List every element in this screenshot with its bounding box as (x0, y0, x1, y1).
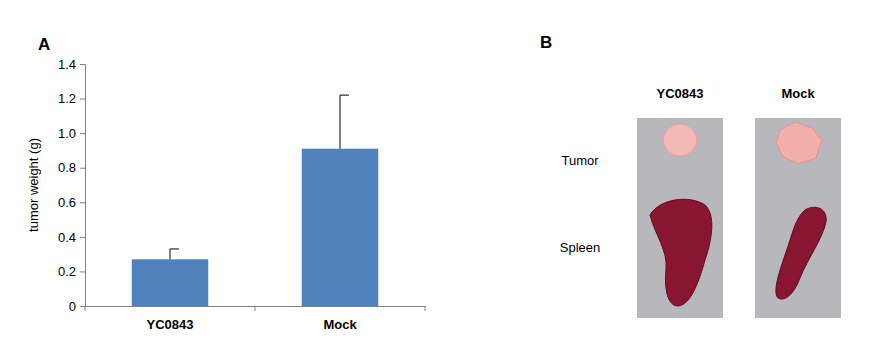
error-bar (340, 95, 349, 149)
y-tick: 1.2 (58, 91, 85, 106)
tumor-photo (663, 124, 697, 156)
x-separator-tick (85, 306, 86, 311)
row-label: Tumor (561, 153, 599, 168)
photo-background (755, 118, 841, 318)
y-tick: 1.0 (58, 126, 85, 141)
photo-background (637, 118, 723, 318)
y-tick-mark (80, 271, 85, 272)
y-tick-mark (80, 64, 85, 65)
spleen-photo (650, 199, 712, 306)
x-separator-tick (255, 306, 256, 311)
y-tick: 0 (69, 299, 85, 314)
y-axis: 0 0.2 0.4 0.6 0.8 1.0 1.2 1.4 (58, 57, 86, 314)
y-tick-label: 1.0 (58, 126, 76, 141)
y-axis-line (80, 65, 86, 307)
y-tick-label: 0 (69, 299, 76, 314)
y-tick-mark (80, 99, 85, 100)
y-tick-mark (80, 202, 85, 203)
y-tick-mark (80, 306, 85, 307)
y-tick-label: 0.4 (58, 230, 76, 245)
row-label: Spleen (560, 240, 600, 255)
panel-label: B (540, 33, 552, 52)
error-bar-stem (340, 95, 341, 149)
column-header: Mock (781, 86, 815, 101)
y-tick-label: 1.2 (58, 91, 76, 106)
y-tick: 0.2 (58, 264, 85, 279)
x-separator-tick (425, 306, 426, 311)
tumor-photo (776, 122, 822, 164)
y-tick: 0.6 (58, 195, 85, 210)
error-bar (170, 249, 179, 259)
bar (132, 259, 209, 306)
bar (302, 149, 379, 306)
y-tick: 0.4 (58, 230, 85, 245)
error-bar-stem (170, 249, 171, 259)
y-tick-label: 0.2 (58, 264, 76, 279)
spleen-photo (776, 207, 826, 299)
y-tick: 1.4 (58, 57, 85, 72)
y-tick-mark (80, 133, 85, 134)
y-tick-mark (80, 237, 85, 238)
x-tick: YC0843 (147, 306, 194, 332)
y-tick-label: 0.8 (58, 160, 76, 175)
error-bar-cap (340, 95, 349, 96)
y-tick-mark (80, 168, 85, 169)
plot-area (132, 95, 379, 306)
panel-label: A (38, 35, 50, 54)
y-tick: 0.8 (58, 160, 85, 175)
column-header: YC0843 (657, 86, 704, 101)
y-tick-label: 0.6 (58, 195, 76, 210)
x-axis: YC0843 Mock (86, 306, 426, 332)
x-tick: Mock (323, 306, 357, 332)
y-axis-title: tumor weight (g) (26, 138, 41, 232)
x-tick-label: Mock (323, 317, 357, 332)
y-tick-label: 1.4 (58, 57, 76, 72)
error-bar-cap (170, 248, 179, 249)
x-tick-label: YC0843 (147, 317, 194, 332)
